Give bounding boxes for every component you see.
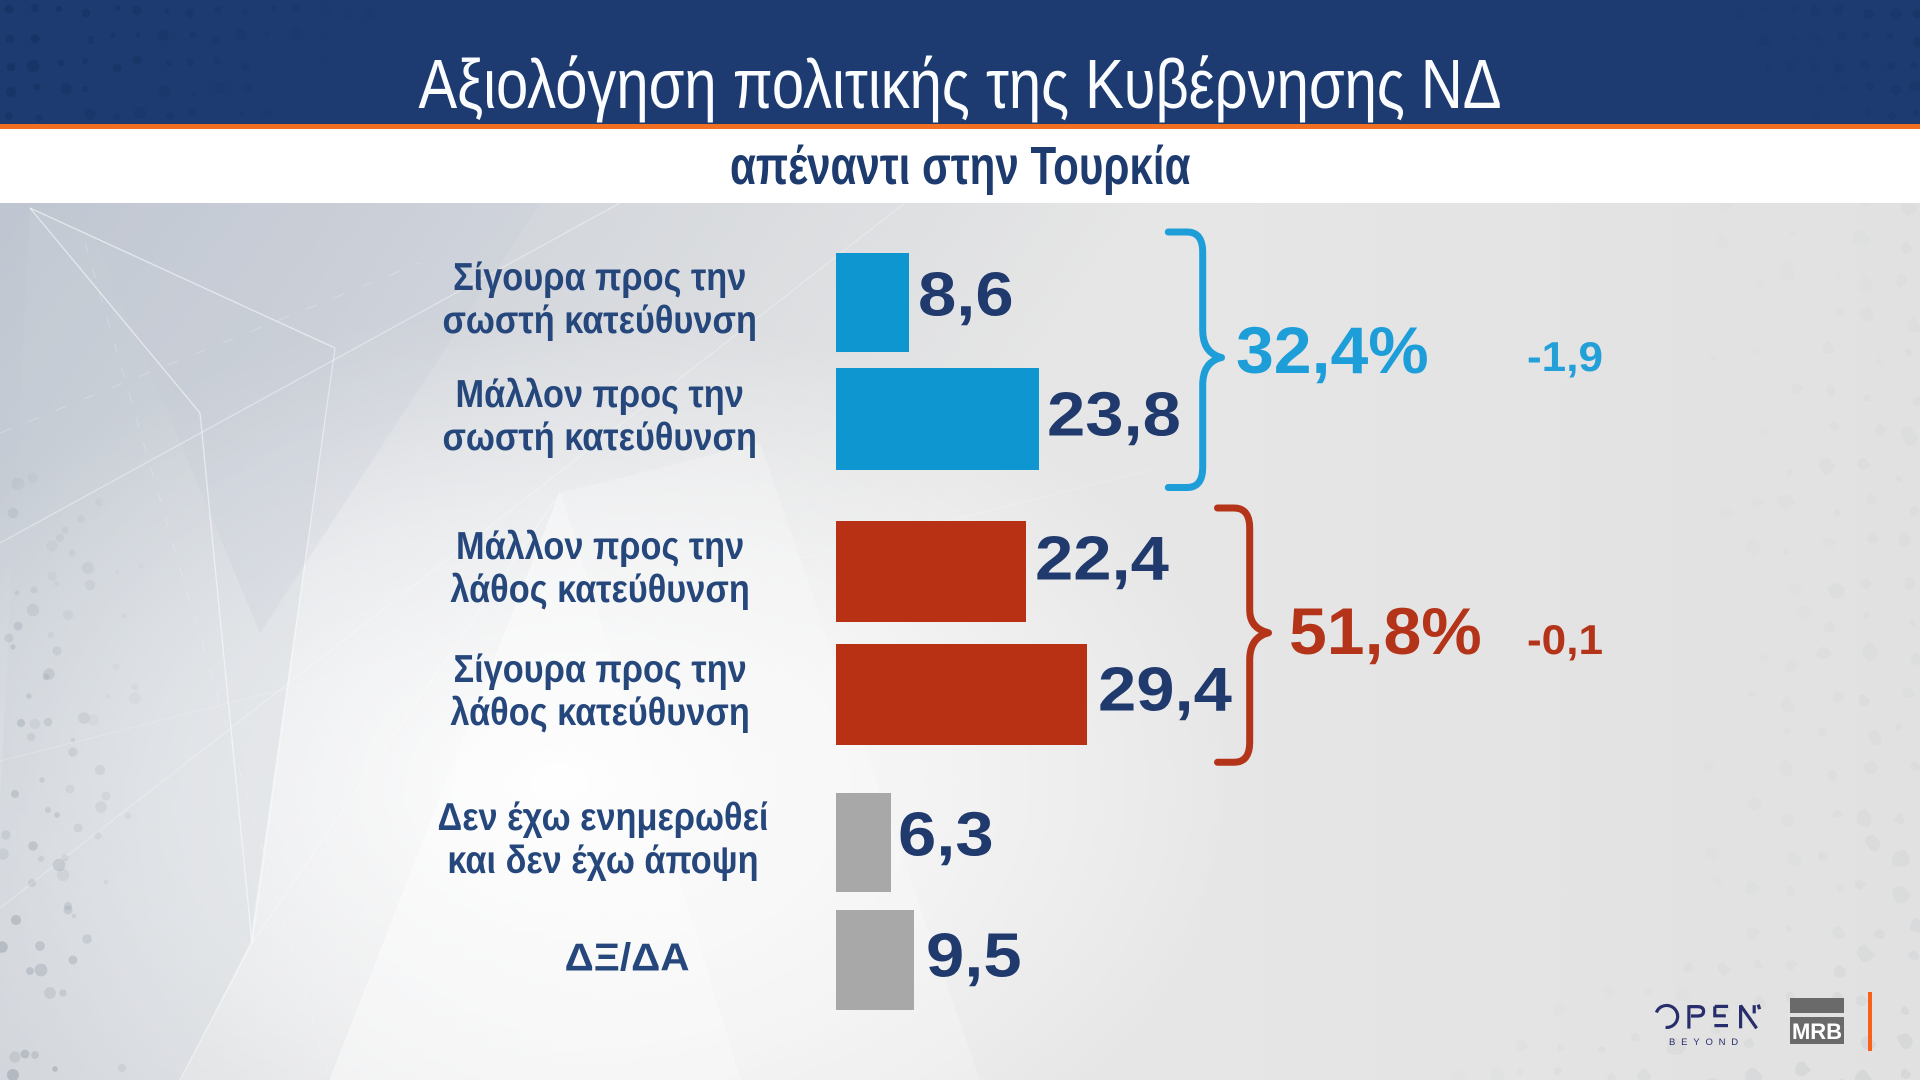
svg-text:BEYOND: BEYOND (1669, 1037, 1744, 1048)
